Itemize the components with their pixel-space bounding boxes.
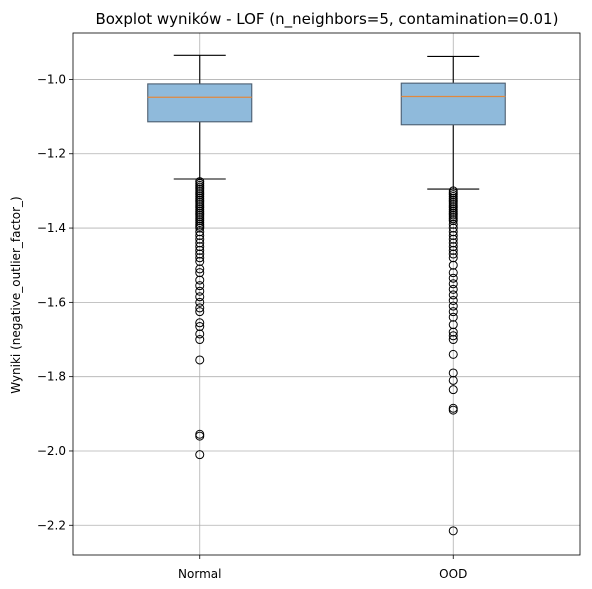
outlier-point — [195, 230, 205, 240]
outlier-point — [195, 264, 205, 274]
outlier-point — [448, 307, 458, 317]
outlier-point — [448, 284, 458, 294]
outlier-point — [448, 268, 458, 278]
outlier-point — [448, 385, 458, 395]
outlier-point — [448, 526, 458, 536]
outlier-point — [195, 297, 205, 307]
outlier-point — [195, 307, 205, 317]
outlier-point — [195, 238, 205, 248]
box-group-ood — [400, 55, 506, 536]
outlier-point — [448, 219, 458, 229]
outlier-point — [448, 335, 458, 345]
outlier-point — [448, 253, 458, 263]
outlier-point — [195, 245, 205, 255]
outlier-point — [195, 329, 205, 339]
outlier-point — [195, 292, 205, 302]
boxes-layer — [147, 54, 506, 536]
outlier-point — [195, 275, 205, 285]
outlier-point — [195, 253, 205, 263]
outlier-point — [448, 368, 458, 378]
outlier-point — [195, 450, 205, 460]
outlier-point — [195, 234, 205, 244]
box-iqr — [147, 83, 253, 123]
y-tick-label: −1.0 — [37, 72, 66, 86]
outlier-point — [195, 281, 205, 291]
outlier-point — [195, 223, 205, 233]
outlier-point — [448, 312, 458, 322]
outlier-point — [448, 405, 458, 415]
x-tick-label: Normal — [178, 567, 221, 581]
y-tick-label: −2.0 — [37, 444, 66, 458]
outlier-point — [448, 320, 458, 330]
outlier-point — [448, 242, 458, 252]
outlier-point — [195, 431, 205, 441]
outlier-point — [195, 286, 205, 296]
y-tick-label: −1.6 — [37, 295, 66, 309]
outlier-point — [195, 303, 205, 313]
outlier-point — [448, 301, 458, 311]
y-tick-label: −2.2 — [37, 518, 66, 532]
outlier-point — [448, 230, 458, 240]
outlier-point — [448, 327, 458, 337]
outlier-point — [195, 318, 205, 328]
y-tick-label: −1.8 — [37, 370, 66, 384]
y-axis-label: Wyniki (negative_outlier_factor_) — [9, 196, 23, 393]
outlier-point — [448, 227, 458, 237]
outlier-point — [195, 322, 205, 332]
outlier-point — [195, 335, 205, 345]
x-tick-label: OOD — [439, 567, 467, 581]
outlier-point — [448, 290, 458, 300]
outlier-point — [448, 331, 458, 341]
axes-frame — [72, 32, 581, 556]
outlier-point — [195, 249, 205, 259]
outlier-point — [448, 216, 458, 226]
outlier-point — [195, 355, 205, 365]
outlier-point — [195, 227, 205, 237]
outlier-point — [448, 238, 458, 248]
outlier-point — [448, 375, 458, 385]
y-tick-label: −1.4 — [37, 221, 66, 235]
outlier-point — [195, 242, 205, 252]
outlier-point — [195, 268, 205, 278]
outlier-point — [195, 256, 205, 266]
outlier-point — [448, 296, 458, 306]
outlier-point — [448, 349, 458, 359]
outlier-point — [448, 273, 458, 283]
ticks-layer: −1.0 −1.2 −1.4 −1.6 −1.8 −2.0 −2.2 Normal OOD — [37, 72, 467, 581]
outlier-point — [448, 260, 458, 270]
y-tick-label: −1.2 — [37, 147, 66, 161]
outlier-point — [448, 245, 458, 255]
outlier-point — [448, 223, 458, 233]
box-group-normal — [147, 54, 253, 460]
grid-layer — [73, 33, 580, 555]
box-iqr — [400, 82, 506, 126]
outlier-point — [448, 234, 458, 244]
outlier-point — [448, 279, 458, 289]
chart-title: Boxplot wyników - LOF (n_neighbors=5, co… — [96, 10, 559, 29]
outlier-point — [448, 249, 458, 259]
